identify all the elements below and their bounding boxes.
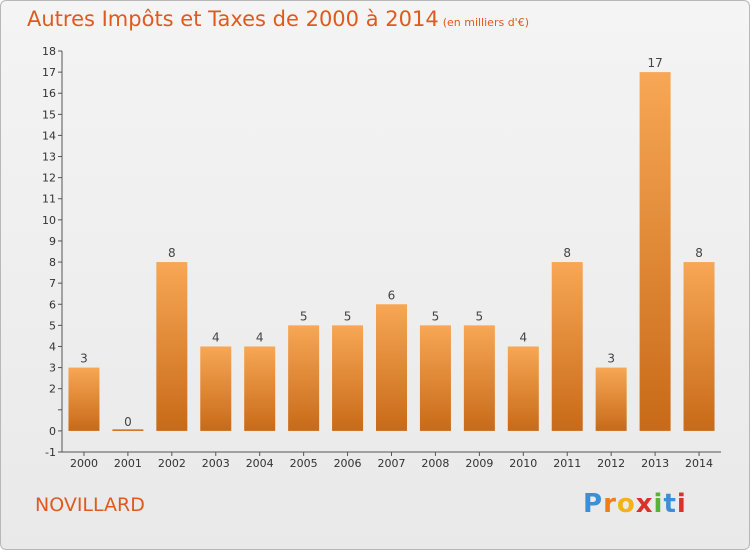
bar xyxy=(112,429,144,431)
town-name: NOVILLARD xyxy=(35,494,145,516)
y-tick-label: 12 xyxy=(42,172,56,185)
logo-letter: P xyxy=(583,489,604,519)
chart-title-text: Autres Impôts et Taxes de 2000 à 2014 xyxy=(27,7,439,31)
bar xyxy=(551,262,583,431)
x-tick-label: 2006 xyxy=(334,457,362,470)
y-tick-label: 11 xyxy=(42,193,56,206)
x-tick-label: 2000 xyxy=(70,457,98,470)
logo-letter: i xyxy=(676,489,687,519)
data-label: 4 xyxy=(519,330,527,344)
logo-letter: x xyxy=(635,489,654,519)
data-label: 5 xyxy=(344,309,352,323)
y-tick-label: 13 xyxy=(42,151,56,164)
x-tick-label: 2010 xyxy=(509,457,537,470)
data-label: 4 xyxy=(256,330,264,344)
chart-title: Autres Impôts et Taxes de 2000 à 2014 (en… xyxy=(27,7,529,31)
y-tick-label: 7 xyxy=(49,277,56,290)
chart-subtitle: (en milliers d'€) xyxy=(442,16,529,29)
x-tick-label: 2011 xyxy=(553,457,581,470)
bar xyxy=(595,367,627,431)
bar xyxy=(156,262,188,431)
y-tick-label: 14 xyxy=(42,129,56,142)
y-tick-label: 4 xyxy=(49,340,56,353)
y-tick-label: 6 xyxy=(49,298,56,311)
logo-letter: i xyxy=(653,489,664,519)
bar xyxy=(244,346,276,431)
data-label: 6 xyxy=(388,288,396,302)
data-label: 8 xyxy=(563,246,571,260)
x-tick-label: 2014 xyxy=(685,457,713,470)
logo-letter: t xyxy=(663,489,677,519)
chart-bars: 3 0 8 4 4 5 5 6 5 5 4 8 3 17 8 xyxy=(68,56,715,431)
y-tick-label: 16 xyxy=(42,87,56,100)
y-tick-label: 5 xyxy=(49,319,56,332)
x-tick-label: 2013 xyxy=(641,457,669,470)
y-tick-label: 10 xyxy=(42,214,56,227)
x-tick-label: 2008 xyxy=(421,457,449,470)
y-tick-label: 2 xyxy=(49,383,56,396)
data-label: 17 xyxy=(647,56,662,70)
y-tick-label: 9 xyxy=(49,235,56,248)
data-label: 4 xyxy=(212,330,220,344)
bar xyxy=(507,346,539,431)
data-label: 3 xyxy=(607,352,615,366)
logo-letter: r xyxy=(603,489,617,519)
bar xyxy=(200,346,232,431)
bar xyxy=(683,262,715,431)
y-tick-label: 0 xyxy=(49,425,56,438)
logo-letter: o xyxy=(616,489,636,519)
bar xyxy=(463,325,495,431)
y-tick-label: 17 xyxy=(42,66,56,79)
x-tick-label: 2004 xyxy=(246,457,274,470)
bar xyxy=(419,325,451,431)
x-tick-label: 2003 xyxy=(202,457,230,470)
data-label: 5 xyxy=(432,309,440,323)
x-tick-label: 2005 xyxy=(290,457,318,470)
data-label: 8 xyxy=(168,246,176,260)
data-label: 5 xyxy=(300,309,308,323)
y-tick-label: 18 xyxy=(42,45,56,58)
proxiti-logo[interactable]: Proxiti xyxy=(583,489,687,519)
chart-axes: -1 0 2 3 4 5 6 7 8 9 10 11 12 13 14 15 16 17 18 2000 2001 200… xyxy=(42,45,721,470)
y-tick-label: 8 xyxy=(49,256,56,269)
x-tick-label: 2007 xyxy=(378,457,406,470)
data-label: 5 xyxy=(476,309,484,323)
bar xyxy=(288,325,320,431)
x-tick-label: 2009 xyxy=(465,457,493,470)
bar xyxy=(639,72,671,431)
x-tick-label: 2002 xyxy=(158,457,186,470)
data-label: 3 xyxy=(80,352,88,366)
x-tick-label: 2001 xyxy=(114,457,142,470)
bar xyxy=(376,304,407,431)
x-tick-label: 2012 xyxy=(597,457,625,470)
y-tick-label: 3 xyxy=(49,362,56,375)
bar xyxy=(332,325,364,431)
y-tick-label: 15 xyxy=(42,108,56,121)
data-label: 0 xyxy=(124,415,132,429)
bar xyxy=(68,367,100,431)
data-label: 8 xyxy=(695,246,703,260)
y-tick-label: -1 xyxy=(45,446,56,459)
